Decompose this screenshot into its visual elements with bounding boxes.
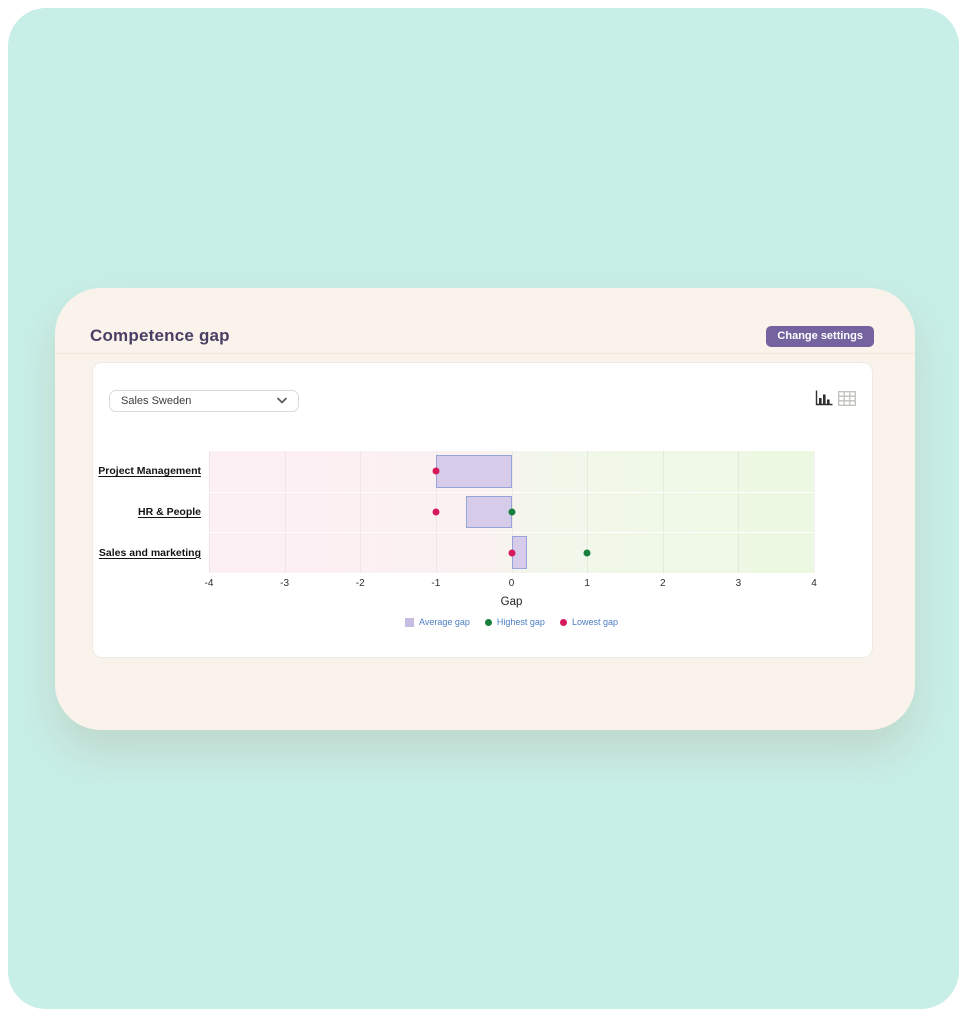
gridline <box>662 451 664 573</box>
average-gap-bar <box>435 455 512 488</box>
x-tick-label: -1 <box>431 578 441 589</box>
plot-row <box>209 532 814 573</box>
page-title: Competence gap <box>90 326 230 345</box>
legend-dot-swatch <box>484 618 492 626</box>
legend-dot-swatch <box>559 618 567 626</box>
gridline <box>814 451 815 573</box>
plot-row <box>209 492 814 533</box>
category-label[interactable]: Project Management <box>98 465 201 478</box>
table-icon <box>838 390 856 409</box>
chevron-down-icon <box>277 395 287 407</box>
division-dropdown[interactable]: Sales Sweden <box>109 390 299 412</box>
chart-panel: Sales Sweden <box>92 362 873 658</box>
header-divider <box>55 353 915 354</box>
x-tick-label: 3 <box>735 578 742 589</box>
legend-item[interactable]: Lowest gap <box>559 617 618 627</box>
plot-area <box>209 451 815 573</box>
legend-label: Highest gap <box>496 617 545 627</box>
legend-item[interactable]: Average gap <box>405 617 470 627</box>
legend-square-swatch <box>405 617 414 627</box>
gridline <box>587 451 589 573</box>
division-dropdown-value: Sales Sweden <box>121 395 192 407</box>
legend-item[interactable]: Highest gap <box>484 617 545 627</box>
bar-chart-icon <box>815 390 833 409</box>
x-tick-label: 1 <box>584 578 590 589</box>
table-view-button[interactable] <box>838 390 856 409</box>
row-separator <box>209 491 814 493</box>
x-tick-label: -4 <box>204 578 214 589</box>
change-settings-button[interactable]: Change settings <box>766 325 874 347</box>
gridline <box>209 451 210 573</box>
highest-gap-dot <box>583 549 591 557</box>
card-header: Competence gap Change settings <box>90 325 874 347</box>
x-tick-label: 2 <box>659 578 666 589</box>
lowest-gap-dot <box>432 508 440 516</box>
x-axis-ticks: -4 -3 -2 -1 0 1 2 3 4 <box>205 578 817 590</box>
gridline <box>284 451 286 573</box>
view-toggle <box>815 390 856 406</box>
x-tick-label: 4 <box>811 578 817 589</box>
category-label[interactable]: Sales and marketing <box>98 546 201 559</box>
row-separator <box>209 532 814 534</box>
plot-row <box>209 451 814 492</box>
category-labels: Project Management HR & People Sales and m… <box>93 451 201 573</box>
highest-gap-dot <box>508 508 515 516</box>
gridline <box>738 451 740 573</box>
bar-chart-view-button[interactable] <box>815 390 833 406</box>
legend-label: Lowest gap <box>571 617 618 627</box>
x-tick-label: -3 <box>280 578 290 589</box>
x-axis-title: Gap <box>500 596 523 608</box>
chart-legend: Average gap Highest gap Lowest gap <box>209 617 814 627</box>
x-tick-label: 0 <box>508 578 515 589</box>
lowest-gap-dot <box>508 549 515 557</box>
lowest-gap-dot <box>432 467 440 475</box>
x-tick-label: -2 <box>355 578 365 589</box>
category-label[interactable]: HR & People <box>137 505 201 518</box>
legend-label: Average gap <box>419 617 470 627</box>
competence-gap-card: Competence gap Change settings Sales Swe… <box>55 288 915 730</box>
gridline <box>360 451 362 573</box>
average-gap-bar <box>466 495 512 529</box>
